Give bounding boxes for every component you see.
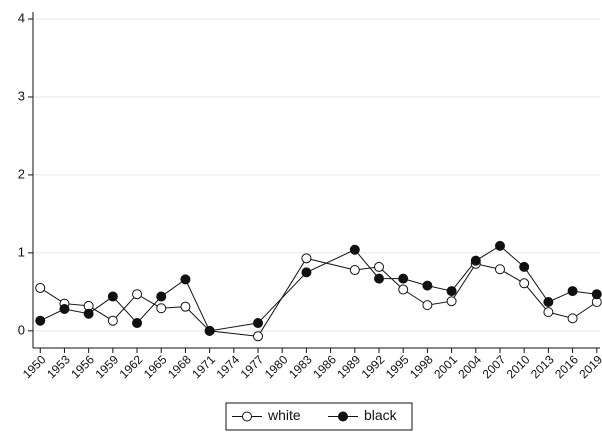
point — [446, 286, 457, 297]
point — [83, 308, 94, 319]
point — [470, 255, 481, 266]
point — [494, 240, 505, 251]
point — [398, 273, 409, 284]
point — [519, 261, 530, 272]
legend-label: white — [267, 407, 301, 423]
x-tick-label: 1953 — [44, 352, 73, 381]
point — [349, 265, 360, 276]
point — [253, 318, 264, 329]
series-line — [40, 245, 597, 332]
point — [253, 331, 264, 342]
x-tick-label: 1989 — [334, 352, 363, 381]
x-tick-label: 1950 — [20, 352, 49, 381]
point — [107, 315, 118, 326]
x-tick-label: 2004 — [455, 352, 484, 381]
point — [591, 289, 602, 300]
x-tick-label: 1995 — [383, 352, 412, 381]
x-tick-label: 1998 — [407, 352, 436, 381]
point — [301, 253, 312, 264]
x-tick-label: 1968 — [165, 352, 194, 381]
y-tick-label: 3 — [18, 88, 25, 103]
point — [374, 273, 385, 284]
point — [543, 307, 554, 318]
point — [301, 267, 312, 278]
legend-marker — [242, 411, 252, 422]
point — [543, 297, 554, 308]
point — [446, 296, 457, 307]
y-tick-label: 0 — [18, 322, 25, 337]
x-tick-label: 1962 — [117, 352, 146, 381]
point — [398, 284, 409, 295]
point — [156, 291, 167, 302]
x-tick-label: 2019 — [576, 352, 602, 381]
x-tick-label: 1971 — [189, 352, 218, 381]
point — [494, 264, 505, 275]
x-tick-label: 1959 — [92, 352, 121, 381]
x-tick-label: 2007 — [480, 352, 509, 381]
point — [107, 291, 118, 302]
point — [132, 318, 143, 329]
x-tick-label: 1983 — [286, 352, 315, 381]
x-tick-label: 2013 — [528, 352, 557, 381]
series-line — [39, 257, 598, 337]
point — [567, 286, 578, 297]
x-tick-label: 1980 — [262, 352, 291, 381]
x-tick-label: 1992 — [359, 352, 388, 381]
point — [422, 280, 433, 291]
y-tick-label: 1 — [18, 244, 25, 259]
point — [156, 303, 167, 314]
point — [180, 301, 191, 312]
y-tick-label: 2 — [18, 166, 25, 181]
point — [180, 274, 191, 285]
legend-label: black — [364, 407, 398, 423]
y-tick-label: 4 — [18, 10, 25, 25]
x-tick-label: 2001 — [431, 352, 460, 381]
legend-marker — [338, 411, 348, 422]
point — [35, 282, 46, 293]
x-tick-label: 1986 — [310, 352, 339, 381]
x-tick-label: 1965 — [141, 352, 170, 381]
point — [519, 278, 530, 289]
x-tick-label: 1956 — [68, 352, 97, 381]
x-tick-label: 1977 — [238, 352, 267, 381]
point — [35, 315, 46, 326]
x-tick-label: 1974 — [213, 352, 242, 381]
point — [422, 300, 433, 311]
point — [59, 304, 70, 315]
x-tick-label: 2010 — [504, 352, 533, 381]
point — [204, 325, 215, 336]
x-tick-label: 2016 — [552, 352, 581, 381]
point — [132, 289, 143, 300]
point — [567, 313, 578, 324]
point — [349, 244, 360, 255]
point — [374, 261, 385, 272]
